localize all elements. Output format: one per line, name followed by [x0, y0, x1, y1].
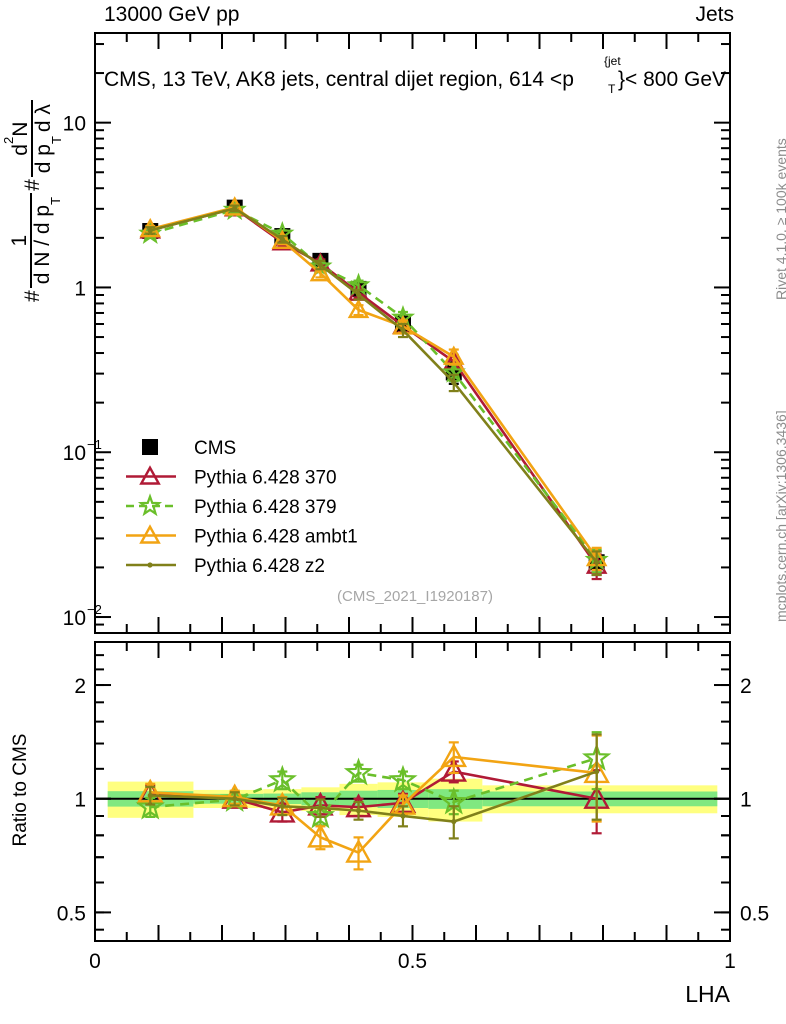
- marker-star: [388, 764, 418, 793]
- series-cms: [142, 199, 605, 577]
- series-line: [149, 206, 598, 564]
- svg-text:10: 10: [63, 442, 86, 465]
- marker-star: [135, 791, 165, 820]
- header-left-beam-label: 13000 GeV pp: [104, 3, 240, 26]
- svg-text:−2: −2: [87, 602, 102, 617]
- analysis-id-watermark: (CMS_2021_I1920187): [337, 588, 493, 605]
- svg-text:1: 1: [74, 277, 86, 300]
- series-z2: [145, 204, 602, 577]
- marker-star: [305, 800, 336, 829]
- legend-label: Pythia 6.428 ambt1: [194, 527, 358, 548]
- ratio-panel-ticks: [94, 642, 731, 941]
- marker-triangle: [440, 743, 468, 768]
- main-series-group: [138, 196, 609, 581]
- legend-item-4[interactable]: Pythia 6.428 z2: [126, 556, 325, 577]
- plot-title: CMS, 13 TeV, AK8 jets, central dijet reg…: [104, 54, 726, 96]
- marker-dot: [594, 768, 600, 775]
- marker-dot: [147, 562, 153, 568]
- ratio-series-line: [150, 770, 598, 823]
- marker-dot: [400, 327, 406, 333]
- header-right-category-label: Jets: [695, 3, 734, 26]
- marker-triangle: [139, 524, 161, 544]
- marker-dot: [279, 803, 285, 809]
- marker-triangle: [440, 757, 468, 782]
- legend-item-2[interactable]: Pythia 6.428 379: [126, 493, 337, 518]
- marker-triangle: [139, 465, 161, 485]
- marker-dot: [317, 262, 324, 268]
- plot-title-superscript: {jet: [604, 54, 621, 68]
- legend-label: Pythia 6.428 379: [194, 497, 337, 518]
- legend-label: Pythia 6.428 370: [194, 468, 337, 489]
- plot-title-subscript: T: [608, 82, 616, 96]
- legend: CMS Pythia 6.428 370 Pythia 6.428 379 Pythi…: [126, 438, 358, 577]
- marker-dot: [317, 805, 324, 811]
- svg-text:10: 10: [63, 113, 86, 136]
- svg-text:−1: −1: [87, 437, 102, 452]
- marker-triangle: [347, 298, 370, 319]
- series-p370: [139, 197, 608, 581]
- svg-text:10: 10: [63, 607, 86, 630]
- main-panel-ticks: [94, 33, 731, 634]
- legend-label: Pythia 6.428 z2: [194, 556, 325, 577]
- marker-dot: [594, 559, 600, 565]
- marker-dot: [147, 792, 153, 799]
- legend-label: CMS: [194, 438, 236, 459]
- marker-star: [267, 764, 297, 793]
- marker-dot: [355, 808, 362, 814]
- marker-triangle: [309, 261, 332, 282]
- plot-title-tail: }< 800 GeV: [618, 68, 726, 91]
- marker-triangle: [442, 345, 465, 365]
- ratio-series-group: [135, 731, 612, 871]
- ratio-y-tick-labels: 2 2 1 1 0.5 0.5: [57, 675, 769, 925]
- marker-dot: [451, 818, 457, 825]
- marker-dot: [451, 379, 457, 386]
- marker-dot: [400, 813, 406, 819]
- svg-text:0.5: 0.5: [57, 902, 86, 925]
- marker-triangle: [271, 229, 294, 249]
- svg-text:0: 0: [89, 950, 101, 973]
- svg-text:2: 2: [740, 675, 752, 698]
- svg-text:1: 1: [724, 950, 736, 973]
- marker-dot: [355, 291, 362, 298]
- legend-item-3[interactable]: Pythia 6.428 ambt1: [126, 524, 358, 548]
- marker-square: [142, 439, 158, 455]
- ratio-series-z2: [145, 733, 602, 840]
- marker-dot: [147, 227, 153, 233]
- marker-dot: [232, 796, 238, 802]
- x-tick-labels: 0 0.5 1: [89, 950, 736, 973]
- marker-triangle: [345, 838, 372, 863]
- svg-text:0.5: 0.5: [740, 902, 769, 925]
- svg-text:2: 2: [74, 675, 86, 698]
- svg-text:1: 1: [74, 789, 86, 812]
- plot-title-main: CMS, 13 TeV, AK8 jets, central dijet reg…: [104, 68, 574, 91]
- marker-star: [343, 757, 374, 786]
- legend-item-0[interactable]: CMS: [142, 438, 236, 459]
- svg-text:1: 1: [740, 789, 752, 812]
- marker-dot: [232, 205, 238, 211]
- marker-dot: [279, 236, 285, 242]
- legend-item-1[interactable]: Pythia 6.428 370: [126, 465, 337, 489]
- x-axis-label: LHA: [685, 981, 730, 1007]
- marker-triangle: [307, 823, 334, 848]
- svg-text:0.5: 0.5: [398, 950, 427, 973]
- marker-star: [137, 493, 163, 517]
